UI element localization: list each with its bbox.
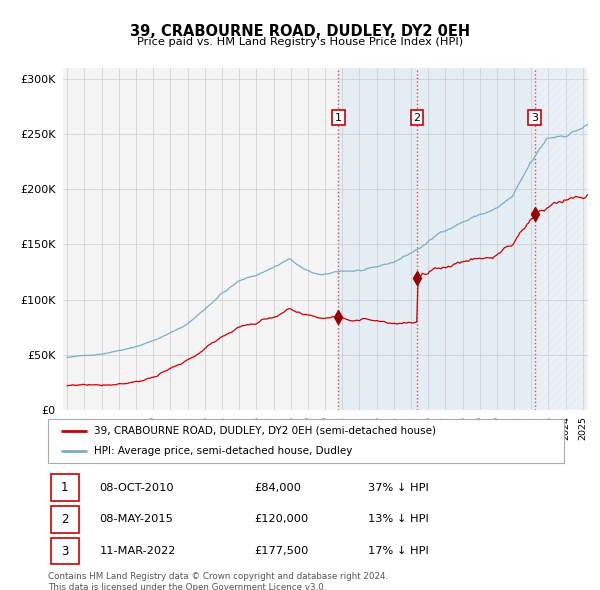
Text: 13% ↓ HPI: 13% ↓ HPI — [368, 514, 429, 525]
FancyBboxPatch shape — [50, 506, 79, 533]
Text: 2: 2 — [413, 113, 421, 123]
FancyBboxPatch shape — [50, 474, 79, 501]
Text: 08-OCT-2010: 08-OCT-2010 — [100, 483, 174, 493]
Bar — [417, 68, 535, 410]
Bar — [338, 68, 417, 410]
FancyBboxPatch shape — [48, 419, 564, 463]
Text: 39, CRABOURNE ROAD, DUDLEY, DY2 0EH (semi-detached house): 39, CRABOURNE ROAD, DUDLEY, DY2 0EH (sem… — [94, 426, 436, 436]
Text: £120,000: £120,000 — [254, 514, 308, 525]
Text: 3: 3 — [61, 545, 68, 558]
Text: 08-MAY-2015: 08-MAY-2015 — [100, 514, 173, 525]
Text: £84,000: £84,000 — [254, 483, 301, 493]
Text: 37% ↓ HPI: 37% ↓ HPI — [368, 483, 429, 493]
Text: 1: 1 — [61, 481, 68, 494]
Text: 3: 3 — [531, 113, 538, 123]
Text: Contains HM Land Registry data © Crown copyright and database right 2024.
This d: Contains HM Land Registry data © Crown c… — [48, 572, 388, 590]
Text: 11-MAR-2022: 11-MAR-2022 — [100, 546, 176, 556]
Text: 2: 2 — [61, 513, 68, 526]
Bar — [535, 68, 586, 410]
Text: 1: 1 — [335, 113, 342, 123]
Text: 17% ↓ HPI: 17% ↓ HPI — [368, 546, 429, 556]
Text: 39, CRABOURNE ROAD, DUDLEY, DY2 0EH: 39, CRABOURNE ROAD, DUDLEY, DY2 0EH — [130, 24, 470, 38]
Text: £177,500: £177,500 — [254, 546, 309, 556]
FancyBboxPatch shape — [50, 537, 79, 565]
Text: Price paid vs. HM Land Registry's House Price Index (HPI): Price paid vs. HM Land Registry's House … — [137, 37, 463, 47]
Text: HPI: Average price, semi-detached house, Dudley: HPI: Average price, semi-detached house,… — [94, 446, 353, 456]
